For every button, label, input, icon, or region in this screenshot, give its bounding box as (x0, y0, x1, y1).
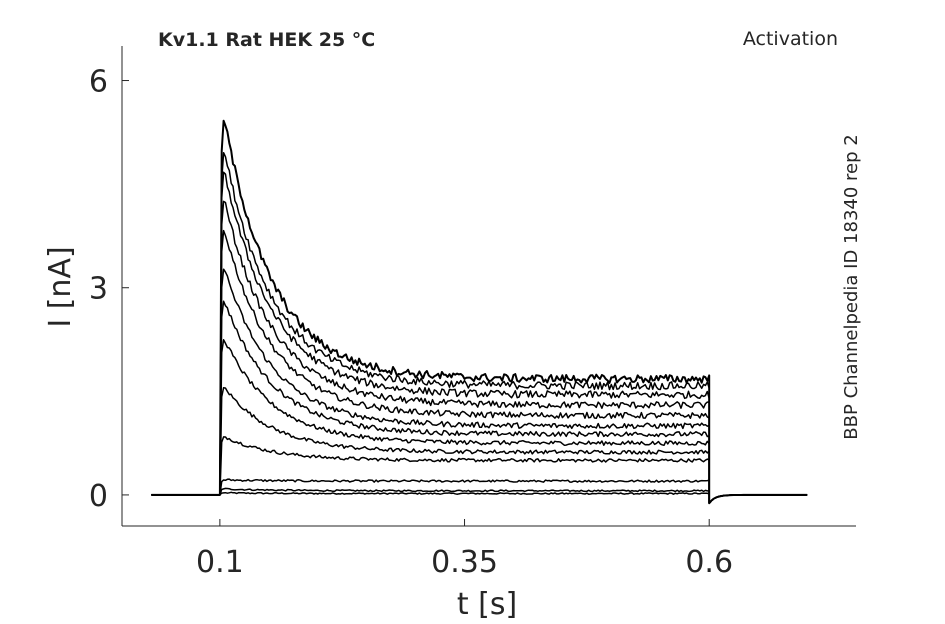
chart-subtitle: Activation (743, 28, 838, 50)
x-axis-label: t [s] (457, 587, 517, 622)
y-tick-label: 6 (89, 65, 108, 100)
traces (151, 119, 808, 505)
current-trace (151, 478, 808, 504)
current-trace (151, 487, 808, 504)
current-trace (151, 268, 808, 504)
x-tick-label: 0.35 (431, 545, 498, 580)
current-trace (151, 300, 808, 504)
x-tick-label: 0.6 (685, 545, 733, 580)
current-trace (151, 171, 808, 504)
side-label: BBP Channelpedia ID 18340 rep 2 (841, 134, 862, 439)
y-tick-label: 3 (89, 272, 108, 307)
current-trace (151, 386, 808, 504)
current-trace (151, 436, 808, 504)
y-axis-label: I [nA] (43, 246, 78, 327)
current-trace (151, 339, 808, 504)
current-trace (151, 151, 808, 504)
current-trace (151, 491, 808, 504)
current-trace (151, 229, 808, 504)
axes (121, 46, 856, 527)
current-trace (151, 200, 808, 504)
ticks: 0.1 0.35 0.6 0 3 6 (89, 65, 733, 580)
current-trace (151, 119, 808, 505)
y-tick-label: 0 (89, 479, 108, 514)
x-tick-label: 0.1 (196, 545, 244, 580)
chart-title: Kv1.1 Rat HEK 25 °C (158, 29, 375, 51)
